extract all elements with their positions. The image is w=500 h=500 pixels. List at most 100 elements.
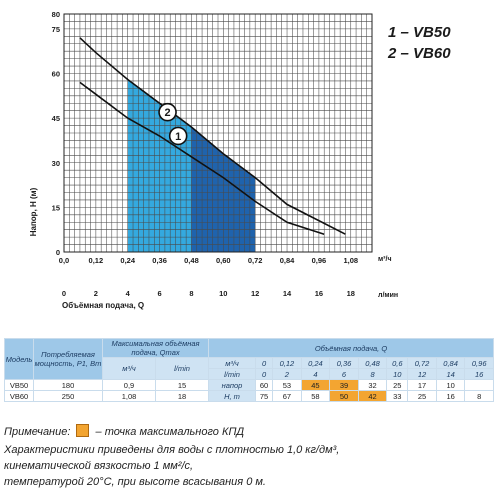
x-tick-label-m3h: 0,36 [152,256,167,265]
x-tick-label-m3h: 0,84 [280,256,295,265]
q-lmin-cell: 2 [272,368,302,380]
note-desc-1: Характеристики приведены для воды с плот… [4,444,340,456]
series-line-2 [79,37,346,235]
model-cell: VB60 [4,390,34,402]
head-cell: 25 [407,390,437,402]
q-lmin-cell: 4 [300,368,331,380]
note-desc-2: кинематической вязкостью 1 мм²/с, [4,460,194,472]
y-axis-title: Напор, H (м) [29,187,38,236]
y-tick-label: 80 [52,10,60,19]
series-line-1 [79,81,325,235]
x-tick-label-lmin: 4 [126,289,131,298]
head-cell: 16 [435,390,466,402]
q-lmin-cell: 0 [254,368,274,380]
note-label: Примечание [4,426,68,438]
head-cell: 25 [386,379,409,391]
header-flow: Объёмная подача, Q [208,338,494,358]
q-lmin-cell: 6 [329,368,359,380]
qmax-lmin-cell: 18 [155,390,209,402]
flow-unit-lmin: l/min [208,368,256,380]
header-power: Потребляемая мощность, P1, Вт [33,338,103,380]
header-model: Модель [4,338,34,380]
head-cell: 60 [254,379,274,391]
q-lmin-cell: 12 [407,368,437,380]
head-cell: 53 [272,379,302,391]
qmax-lmin-cell: 15 [155,379,209,391]
q-lmin-cell: 8 [357,368,388,380]
y-tick-label: 60 [52,70,60,79]
curve-marker-1 [168,126,188,146]
head-cell-max-efficiency: 39 [329,379,359,391]
y-tick-label: 45 [52,114,60,123]
q-m3h-cell: 0,6 [386,357,409,369]
x-tick-label-lmin: 6 [158,289,162,298]
model-cell: VB50 [4,379,34,391]
x-tick-label-m3h: 0,96 [312,256,327,265]
header-qmax-m3h: м³/ч [102,357,156,380]
flow-unit-m3h: м³/ч [208,357,256,369]
head-cell [464,379,494,391]
x-tick-label-m3h: 0,12 [89,256,104,265]
x-unit-m3h: м³/ч [378,256,392,263]
q-m3h-cell: 0,48 [357,357,388,369]
x-tick-label-m3h: 0,48 [184,256,199,265]
x-tick-label-m3h: 1,08 [343,256,358,265]
x-tick-label-lmin: 2 [94,289,98,298]
head-cell: 8 [464,390,494,402]
legend-entry-vb60: 2 – VB60 [388,45,451,62]
power-cell: 250 [33,390,103,402]
x-tick-label-m3h: 0,24 [120,256,135,265]
curve-marker-2 [158,102,177,122]
q-m3h-cell: 0,36 [329,357,359,369]
x-tick-label-m3h: 0,60 [216,256,231,265]
max-efficiency-swatch [76,424,90,437]
x-tick-label-lmin: 8 [189,289,193,298]
q-lmin-cell: 14 [435,368,466,380]
row-label-hm: Н, m [208,390,256,402]
note-line: Примечание: – точка максимального КПД [4,424,245,438]
head-cell: 17 [407,379,437,391]
header-qmax: Максимальная объёмная подача, Qmax [102,338,209,358]
row-label-head: напор [208,379,256,391]
x-tick-label-m3h: 0,0 [59,256,69,265]
y-tick-label: 75 [52,25,60,34]
x-tick-label-lmin: 18 [347,289,355,298]
table-row: VB60 250 1,08 18 Н, m 75 67 58 50 42 33 … [4,390,494,402]
head-cell-max-efficiency: 50 [329,390,359,402]
plot-border [63,13,373,253]
legend-entry-vb50: 1 – VB50 [388,24,451,41]
head-cell: 58 [300,390,331,402]
qmax-m3h-cell: 1,08 [102,390,156,402]
table-row: VB50 180 0,9 15 напор 60 53 45 39 32 25 … [4,379,494,391]
note-desc-3: температурой 20°С, при высоте всасывания… [4,476,266,488]
head-cell: 32 [357,379,388,391]
x-unit-lmin: л/мин [378,292,398,299]
header-qmax-lmin: l/min [155,357,209,380]
x-tick-label-lmin: 0 [62,289,66,298]
curve-marker-label: 2 [164,107,170,119]
note-text: – точка максимального КПД [92,426,245,438]
q-m3h-cell: 0,24 [300,357,331,369]
qmax-m3h-cell: 0,9 [102,379,156,391]
q-m3h-cell: 0 [254,357,274,369]
specification-table: Модель Потребляемая мощность, P1, Вт Мак… [4,338,494,402]
curve-marker-label: 1 [175,131,181,143]
head-cell-max-efficiency: 45 [300,379,331,391]
head-cell-max-efficiency: 42 [357,390,388,402]
q-m3h-cell: 0,12 [272,357,302,369]
x-tick-label-lmin: 10 [219,289,227,298]
q-m3h-cell: 0,84 [435,357,466,369]
q-m3h-cell: 0,72 [407,357,437,369]
power-cell: 180 [33,379,103,391]
chart-legend: 1 – VB50 2 – VB60 [388,22,451,64]
q-m3h-cell: 0,96 [464,357,494,369]
q-lmin-cell: 10 [386,368,409,380]
x-tick-label-lmin: 16 [315,289,323,298]
x-axis-title: Объёмная подача, Q [62,301,144,310]
head-cell: 67 [272,390,302,402]
x-tick-label-lmin: 12 [251,289,259,298]
x-tick-label-lmin: 14 [283,289,292,298]
y-tick-label: 0 [56,248,60,257]
head-cell: 75 [254,390,274,402]
